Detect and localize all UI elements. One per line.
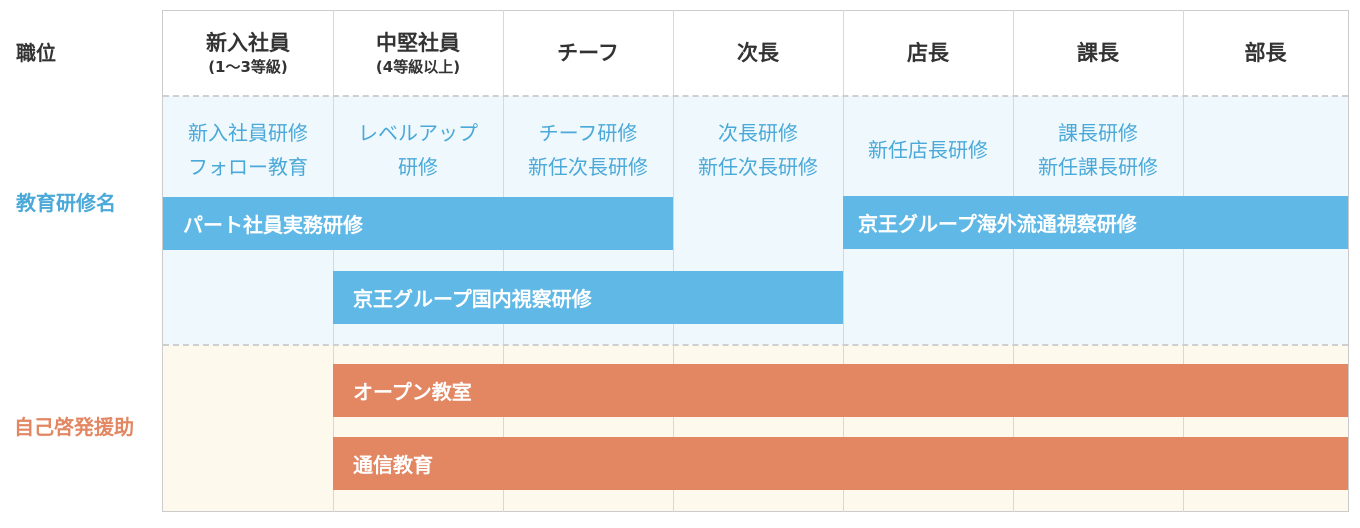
section-separator bbox=[163, 344, 1348, 346]
column-header-store-manager: 店長 bbox=[843, 10, 1013, 96]
course-line: フォロー教育 bbox=[188, 155, 308, 179]
column-header-deputy-manager: 次長 bbox=[673, 10, 843, 96]
bar-part-training: パート社員実務研修 bbox=[163, 197, 673, 250]
column-header-title: 新入社員 bbox=[206, 31, 290, 55]
self-development-row-label: 自己啓発援助 bbox=[14, 415, 134, 439]
bar-overseas-inspection: 京王グループ海外流通視察研修 bbox=[843, 196, 1348, 249]
course-deputy-manager: 次長研修 新任次長研修 bbox=[673, 116, 843, 184]
course-line: チーフ研修 bbox=[538, 121, 638, 145]
column-header-mid-level: 中堅社員 (4等級以上) bbox=[333, 10, 503, 96]
course-line: 新任次長研修 bbox=[528, 155, 648, 179]
column-divider bbox=[333, 10, 334, 512]
course-store-manager: 新任店長研修 bbox=[843, 133, 1013, 167]
column-header-subtitle: (1〜3等級) bbox=[208, 58, 288, 76]
table-border bbox=[162, 10, 1349, 512]
course-line: 研修 bbox=[398, 155, 438, 179]
column-divider bbox=[1183, 10, 1184, 512]
column-header-title: 部長 bbox=[1244, 41, 1287, 65]
education-row-label: 教育研修名 bbox=[16, 191, 116, 215]
course-line: 課長研修 bbox=[1058, 121, 1138, 145]
column-divider bbox=[673, 10, 674, 512]
header-separator bbox=[163, 95, 1348, 97]
column-header-title: チーフ bbox=[557, 41, 619, 65]
column-header-new-employee: 新入社員 (1〜3等級) bbox=[163, 10, 333, 96]
bar-domestic-inspection: 京王グループ国内視察研修 bbox=[333, 271, 843, 324]
course-line: レベルアップ bbox=[358, 121, 478, 145]
column-header-department-manager: 部長 bbox=[1183, 10, 1348, 96]
column-divider bbox=[843, 10, 844, 512]
column-header-section-manager: 課長 bbox=[1013, 10, 1183, 96]
column-divider bbox=[503, 10, 504, 512]
column-header-title: 店長 bbox=[907, 41, 949, 65]
column-header-title: 中堅社員 bbox=[376, 31, 460, 55]
course-new-employee: 新入社員研修 フォロー教育 bbox=[163, 116, 333, 184]
column-header-subtitle: (4等級以上) bbox=[375, 58, 461, 76]
column-header-title: 課長 bbox=[1077, 41, 1119, 65]
position-row-label: 職位 bbox=[16, 41, 56, 65]
course-line: 次長研修 bbox=[718, 121, 798, 145]
course-line: 新任次長研修 bbox=[698, 155, 818, 179]
course-line: 新任店長研修 bbox=[868, 138, 988, 162]
column-header-chief: チーフ bbox=[503, 10, 673, 96]
course-section-manager: 課長研修 新任課長研修 bbox=[1013, 116, 1183, 184]
course-line: 新入社員研修 bbox=[188, 121, 308, 145]
column-header-title: 次長 bbox=[737, 41, 779, 65]
course-line: 新任課長研修 bbox=[1038, 155, 1158, 179]
bar-correspondence: 通信教育 bbox=[333, 437, 1348, 490]
column-divider bbox=[1013, 10, 1014, 512]
course-chief: チーフ研修 新任次長研修 bbox=[503, 116, 673, 184]
course-mid-level: レベルアップ 研修 bbox=[333, 116, 503, 184]
bar-open-classroom: オープン教室 bbox=[333, 364, 1348, 417]
